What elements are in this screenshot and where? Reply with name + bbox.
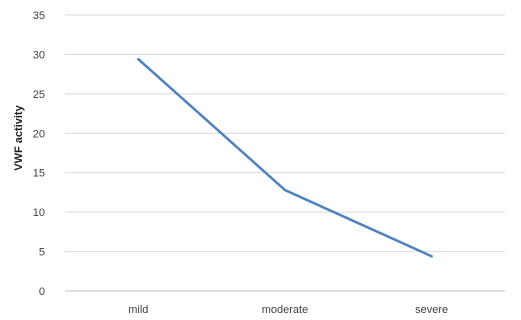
y-tick-label: 5 [39, 247, 45, 259]
y-tick-label: 10 [33, 207, 45, 219]
y-tick-label: 0 [39, 286, 45, 298]
y-tick-label: 20 [33, 128, 45, 140]
series-layer [137, 57, 433, 258]
series-line [137, 57, 433, 258]
gridlines [65, 14, 505, 253]
y-axis-title: VWF activity [13, 104, 25, 170]
x-tick-label: severe [415, 304, 448, 316]
x-tick-label: moderate [262, 304, 308, 316]
x-axis-ticks: mild moderate severe [128, 304, 448, 316]
y-tick-label: 25 [33, 89, 45, 101]
y-tick-label: 35 [33, 10, 45, 22]
y-tick-label: 30 [33, 49, 45, 61]
y-axis-ticks: 0 5 10 15 20 25 30 35 [33, 10, 45, 298]
x-tick-label: mild [128, 304, 148, 316]
y-tick-label: 15 [33, 168, 45, 180]
